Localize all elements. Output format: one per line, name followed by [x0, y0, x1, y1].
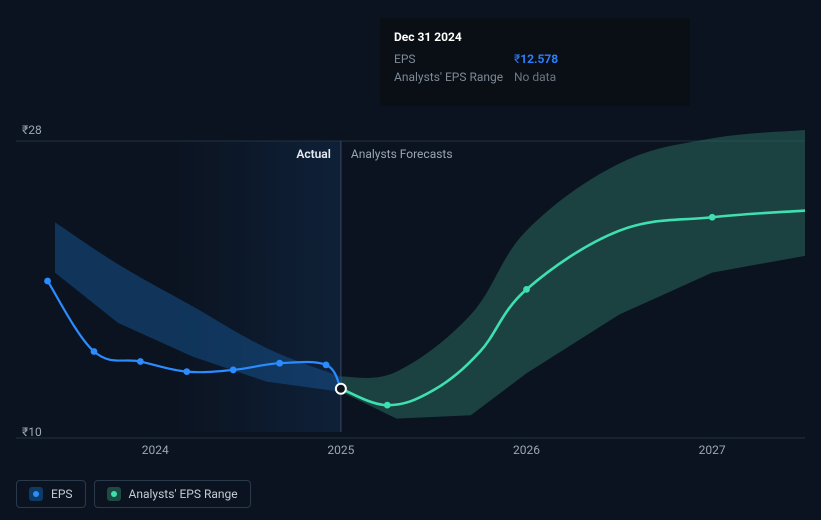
chart-tooltip: Dec 31 2024 EPS₹12.578Analysts' EPS Rang…: [380, 18, 690, 106]
tooltip-date: Dec 31 2024: [394, 28, 676, 46]
legend-item-label: EPS: [51, 487, 73, 501]
svg-text:Actual: Actual: [296, 147, 331, 161]
legend-item-eps[interactable]: EPS: [16, 480, 86, 508]
tooltip-row: Analysts' EPS RangeNo data: [394, 68, 676, 86]
tooltip-row-label: Analysts' EPS Range: [394, 68, 514, 86]
tooltip-row: EPS₹12.578: [394, 50, 676, 68]
svg-text:2024: 2024: [142, 443, 169, 457]
svg-text:2026: 2026: [513, 443, 540, 457]
legend-item-label: Analysts' EPS Range: [129, 487, 238, 501]
tooltip-row-label: EPS: [394, 50, 514, 68]
svg-text:2027: 2027: [699, 443, 726, 457]
legend-item-range[interactable]: Analysts' EPS Range: [94, 480, 251, 508]
svg-text:₹28: ₹28: [22, 123, 42, 137]
series-swatch-icon: [29, 487, 43, 501]
svg-text:Analysts Forecasts: Analysts Forecasts: [351, 147, 453, 161]
svg-text:₹10: ₹10: [22, 425, 42, 439]
tooltip-row-value: ₹12.578: [514, 50, 558, 68]
svg-text:2025: 2025: [327, 443, 354, 457]
range-swatch-icon: [107, 487, 121, 501]
chart-legend: EPS Analysts' EPS Range: [16, 480, 251, 508]
tooltip-row-value: No data: [514, 68, 556, 86]
